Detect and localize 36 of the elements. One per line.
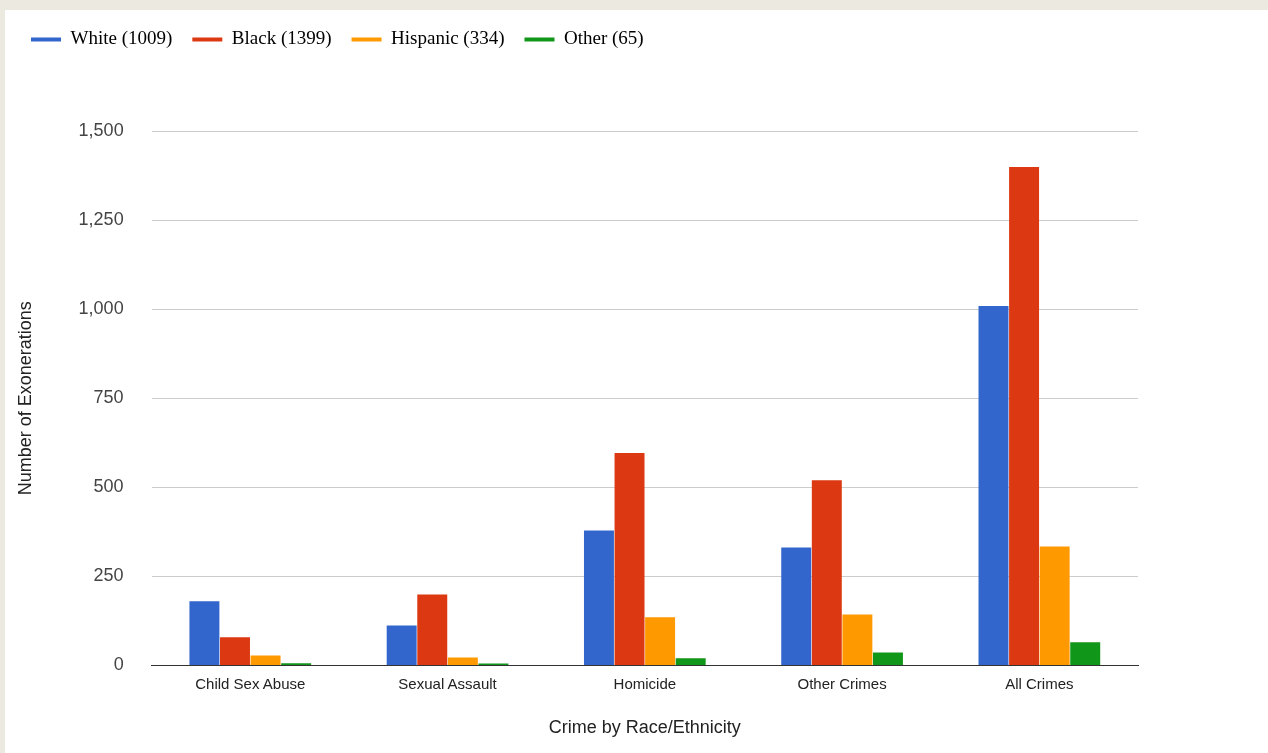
bar (447, 657, 478, 665)
y-axis-title: Number of Exonerations (14, 301, 35, 496)
x-axis-title: Crime by Race/Ethnicity (548, 717, 741, 738)
bar (386, 625, 417, 665)
bar (614, 453, 645, 665)
x-tick-label: Homicide (613, 674, 677, 692)
y-tick-label: 0 (113, 654, 124, 675)
legend-label: Black (1399) (231, 27, 332, 50)
bar (811, 480, 842, 665)
y-tick-label: 1,250 (78, 209, 124, 230)
y-tick-label: 1,500 (78, 119, 124, 140)
y-tick-label: 1,000 (78, 298, 124, 319)
bar (872, 652, 903, 665)
bar (645, 617, 676, 665)
bar (1070, 642, 1101, 665)
bar (1039, 546, 1070, 665)
legend-label: Hispanic (334) (391, 27, 505, 50)
x-tick-label: Child Sex Abuse (195, 674, 306, 692)
y-tick-label: 250 (93, 565, 124, 586)
y-tick-label: 750 (93, 387, 124, 408)
y-tick-label: 500 (93, 476, 124, 497)
legend-label: White (1009) (70, 27, 173, 50)
bar (1009, 166, 1040, 665)
legend-label: Other (65) (563, 27, 644, 50)
bar (978, 305, 1009, 665)
bar (781, 547, 812, 665)
bar (220, 637, 250, 665)
bar (583, 530, 614, 665)
bar (189, 601, 220, 665)
bar (417, 594, 448, 665)
bar (675, 658, 706, 665)
x-tick-label: All Crimes (1005, 674, 1074, 692)
x-tick-label: Other Crimes (797, 674, 887, 692)
x-tick-label: Sexual Assault (398, 674, 498, 692)
bar (842, 614, 873, 665)
bar (250, 655, 281, 665)
